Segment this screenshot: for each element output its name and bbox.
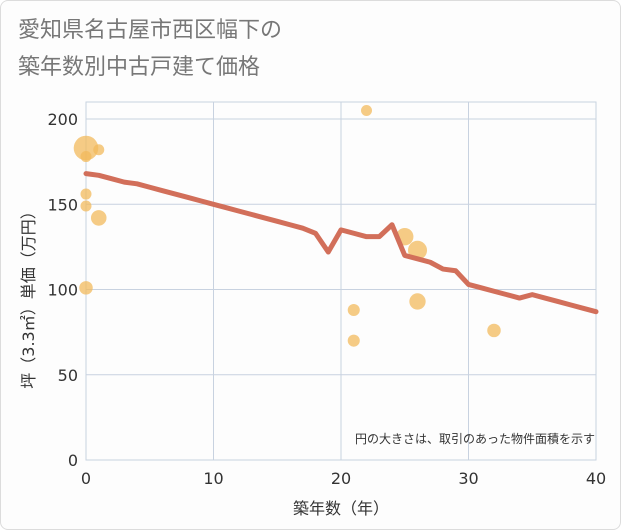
scatter-point	[347, 334, 360, 347]
y-tick-label: 0	[68, 451, 78, 470]
x-tick-label: 20	[331, 469, 351, 488]
scatter-point	[80, 151, 92, 163]
scatter-points	[73, 105, 501, 347]
scatter-point	[90, 210, 107, 226]
scatter-point	[487, 323, 501, 338]
y-axis-label: 坪（3.3㎡）単価（万円）	[19, 203, 38, 388]
scatter-point	[361, 105, 372, 117]
scatter-point	[409, 293, 426, 310]
x-axis-label: 築年数（年）	[293, 499, 389, 518]
x-tick-label: 10	[203, 469, 223, 488]
x-tick-label: 0	[81, 469, 91, 488]
chart-title: 愛知県名古屋市西区幅下の 築年数別中古戸建て価格	[18, 12, 282, 86]
x-tick-label: 30	[458, 469, 478, 488]
axis-ticks: 0 10 20 30 40 0 50 100 150 200	[47, 110, 606, 488]
scatter-point	[80, 188, 92, 200]
trend-line-path	[83, 171, 599, 315]
y-tick-label: 200	[47, 110, 78, 129]
y-tick-label: 50	[58, 366, 78, 385]
y-tick-label: 150	[47, 195, 78, 214]
grid	[85, 101, 597, 461]
chart-title-line-2: 築年数別中古戸建て価格	[18, 55, 261, 80]
scatter-point	[347, 303, 360, 317]
chart-title-line-1: 愛知県名古屋市西区幅下の	[18, 18, 283, 43]
scatter-point	[73, 135, 99, 161]
scatter-point	[80, 200, 92, 212]
scatter-point	[79, 281, 93, 295]
scatter-point	[93, 144, 105, 156]
size-note: 円の大きさは、取引のあった物件面積を示す	[355, 431, 595, 446]
x-tick-label: 40	[586, 469, 606, 488]
trend-line	[83, 171, 599, 315]
y-tick-label: 100	[47, 281, 78, 300]
